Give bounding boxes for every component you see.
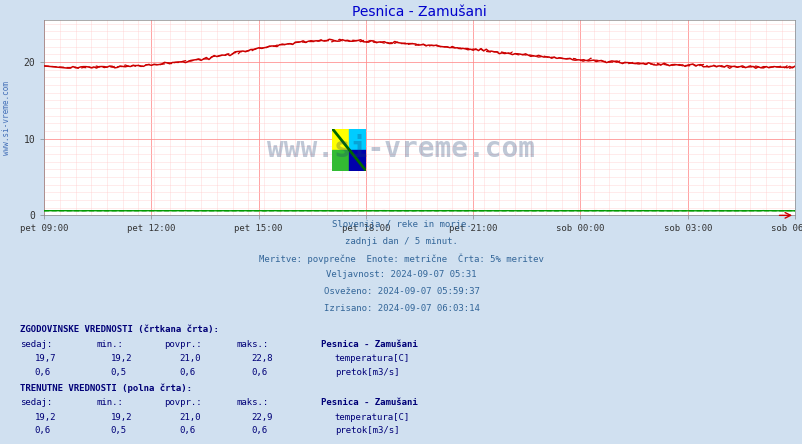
Text: temperatura[C]: temperatura[C] — [334, 354, 410, 363]
Text: ZGODOVINSKE VREDNOSTI (črtkana črta):: ZGODOVINSKE VREDNOSTI (črtkana črta): — [20, 325, 219, 333]
Text: 0,5: 0,5 — [111, 368, 127, 377]
Text: min.:: min.: — [96, 398, 123, 407]
Text: 19,2: 19,2 — [111, 354, 132, 363]
Text: zadnji dan / 5 minut.: zadnji dan / 5 minut. — [345, 237, 457, 246]
Bar — [349, 150, 366, 171]
Text: maks.:: maks.: — [237, 398, 269, 407]
Text: 0,6: 0,6 — [34, 427, 51, 436]
Text: Meritve: povprečne  Enote: metrične  Črta: 5% meritev: Meritve: povprečne Enote: metrične Črta:… — [259, 254, 543, 264]
Text: 0,6: 0,6 — [179, 368, 195, 377]
Text: pretok[m3/s]: pretok[m3/s] — [334, 427, 399, 436]
Text: 0,6: 0,6 — [34, 368, 51, 377]
Text: Osveženo: 2024-09-07 05:59:37: Osveženo: 2024-09-07 05:59:37 — [323, 287, 479, 296]
Text: 19,2: 19,2 — [111, 412, 132, 422]
Bar — [332, 150, 349, 171]
Text: 0,6: 0,6 — [251, 368, 267, 377]
Text: Veljavnost: 2024-09-07 05:31: Veljavnost: 2024-09-07 05:31 — [326, 270, 476, 279]
Text: sedaj:: sedaj: — [20, 340, 52, 349]
Text: Slovenija / reke in morje.: Slovenija / reke in morje. — [331, 220, 471, 229]
Text: sedaj:: sedaj: — [20, 398, 52, 407]
Text: 21,0: 21,0 — [179, 354, 200, 363]
Text: temperatura[C]: temperatura[C] — [334, 412, 410, 422]
Text: povpr.:: povpr.: — [164, 398, 202, 407]
Text: povpr.:: povpr.: — [164, 340, 202, 349]
Text: Pesnica - Zamušani: Pesnica - Zamušani — [321, 398, 417, 407]
Text: Izrisano: 2024-09-07 06:03:14: Izrisano: 2024-09-07 06:03:14 — [323, 304, 479, 313]
Text: 19,2: 19,2 — [34, 412, 56, 422]
Text: TRENUTNE VREDNOSTI (polna črta):: TRENUTNE VREDNOSTI (polna črta): — [20, 383, 192, 392]
Text: 0,6: 0,6 — [179, 427, 195, 436]
Title: Pesnica - Zamušani: Pesnica - Zamušani — [352, 5, 486, 19]
Text: pretok[m3/s]: pretok[m3/s] — [334, 368, 399, 377]
Text: 22,9: 22,9 — [251, 412, 273, 422]
Text: www.si-vreme.com: www.si-vreme.com — [2, 81, 11, 155]
Bar — [332, 129, 349, 150]
Text: 22,8: 22,8 — [251, 354, 273, 363]
Text: min.:: min.: — [96, 340, 123, 349]
Text: 0,5: 0,5 — [111, 427, 127, 436]
Text: www.si-vreme.com: www.si-vreme.com — [267, 135, 535, 163]
Text: 19,7: 19,7 — [34, 354, 56, 363]
Text: Pesnica - Zamušani: Pesnica - Zamušani — [321, 340, 417, 349]
Text: 0,6: 0,6 — [251, 427, 267, 436]
Bar — [349, 129, 366, 150]
Text: 21,0: 21,0 — [179, 412, 200, 422]
Text: maks.:: maks.: — [237, 340, 269, 349]
